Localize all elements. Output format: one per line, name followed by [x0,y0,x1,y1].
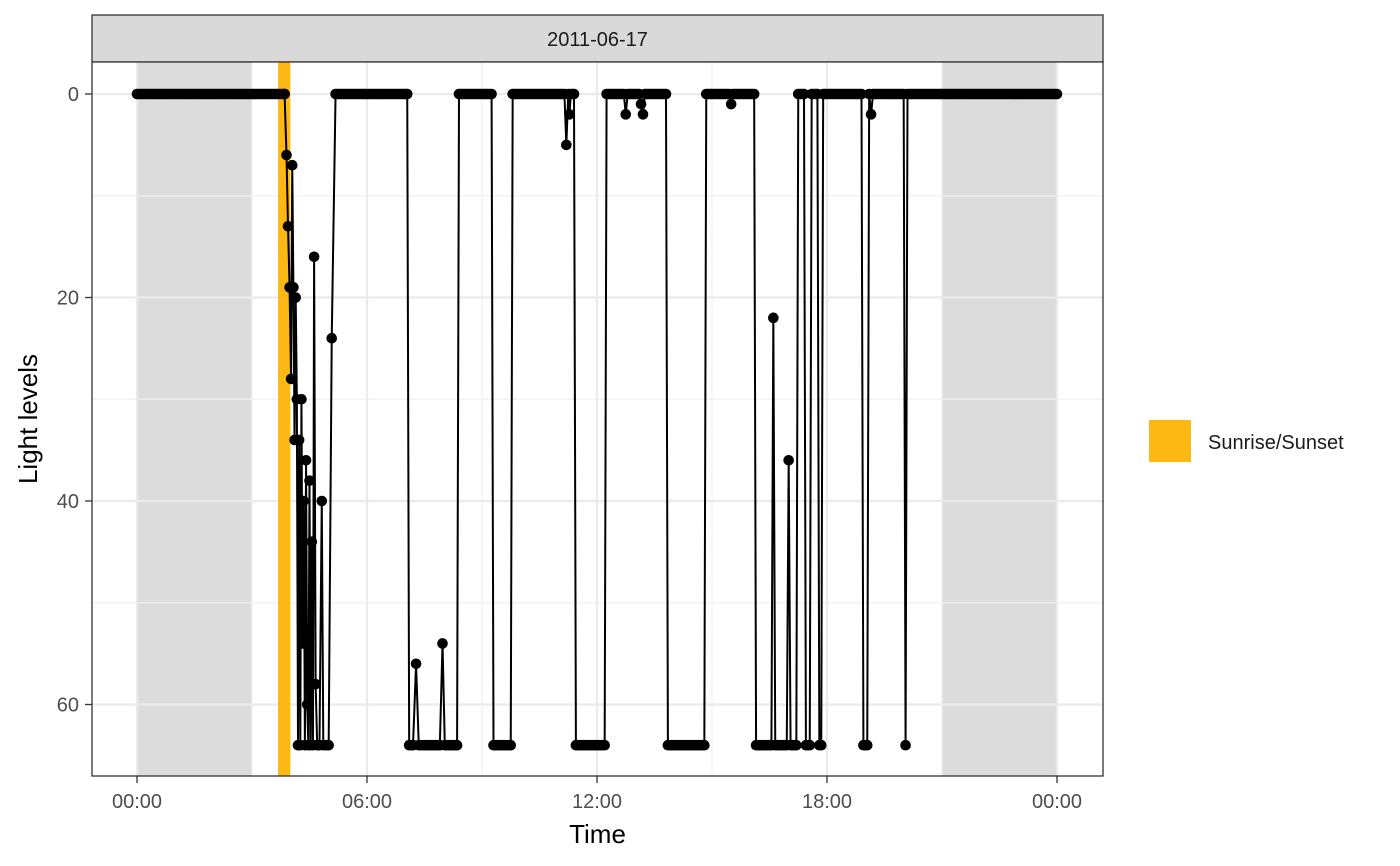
data-point [326,332,338,344]
legend: Sunrise/Sunset [1149,420,1344,462]
data-point [561,139,572,151]
legend-key-sunrise-sunset [1149,420,1191,462]
data-point [308,251,320,263]
data-point [568,88,580,100]
data-point [410,658,422,670]
data-point [285,373,297,385]
data-point [635,98,647,110]
data-point [804,739,816,751]
night-shading [137,62,1057,776]
x-tick-label: 06:00 [342,791,392,813]
data-point [725,98,737,110]
data-point [437,638,448,649]
data-point [306,536,318,547]
data-point [768,312,779,324]
data-point [486,88,497,100]
facet-strip [91,14,1104,63]
data-point [451,739,463,751]
sunrise-sunset-band [278,62,291,776]
x-tick-label: 18:00 [802,791,852,813]
data-point [297,638,308,649]
legend-label-sunrise-sunset: Sunrise/Sunset [1208,432,1344,454]
y-tick-label: 20 [57,288,79,310]
night-shade-0 [137,62,252,776]
data-point [798,88,810,100]
data-point [815,739,827,751]
twilight-band [278,62,291,776]
data-point [620,109,632,120]
data-point [401,88,413,100]
data-point [286,159,298,171]
data-point [281,149,292,161]
data-point [856,88,867,100]
night-shade-1 [942,62,1057,776]
x-tick-label: 00:00 [1032,791,1082,813]
series-points [131,88,1063,751]
data-point [865,109,877,120]
y-axis: 0 20 40 60 [57,84,92,717]
data-point [279,88,290,100]
data-point [660,88,672,100]
x-tick-label: 12:00 [572,791,622,813]
data-point [301,699,313,710]
data-point [599,739,610,751]
data-point [791,739,802,751]
data-point [900,739,911,751]
data-point [293,434,305,446]
data-point [310,678,321,690]
x-axis-title: Time [569,819,626,849]
y-tick-label: 60 [57,695,79,717]
data-point [564,109,575,120]
data-point [783,455,794,466]
facet-strip-label: 2011-06-17 [547,29,648,51]
data-point [304,475,315,486]
data-point [282,220,294,232]
data-point [290,292,302,303]
data-point [288,282,299,293]
data-point [637,109,649,120]
data-point [505,739,517,751]
y-tick-label: 40 [57,491,79,513]
data-point [699,739,710,751]
x-axis: 00:00 06:00 12:00 18:00 00:00 [112,776,1082,813]
data-point [316,495,328,507]
data-point [861,739,873,751]
x-tick-label: 00:00 [112,791,162,813]
data-point [296,393,307,405]
data-point [748,88,760,100]
data-point [298,495,310,507]
data-point [300,455,312,466]
data-point [323,739,334,751]
y-axis-title: Light levels [13,354,43,484]
y-tick-label: 0 [68,84,79,106]
data-point [1051,88,1063,100]
